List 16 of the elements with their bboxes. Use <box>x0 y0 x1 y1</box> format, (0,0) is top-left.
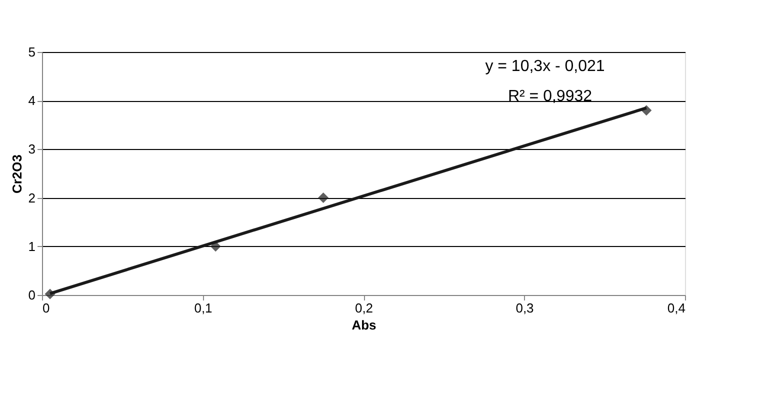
x-tick-label: 0,3 <box>516 300 534 316</box>
x-tick-label: 0,2 <box>354 300 374 316</box>
x-tick-label: 0,1 <box>194 300 212 316</box>
y-tick-label: 5 <box>28 44 36 60</box>
y-tick-label: 0 <box>28 288 36 302</box>
y-tick-label: 4 <box>28 93 36 108</box>
x-tick-label: 0 <box>42 300 50 316</box>
x-axis-title: Abs <box>352 318 376 332</box>
annotation: y = 10,3x - 0,021 <box>485 58 605 75</box>
y-axis-title: Cr2O3 <box>9 154 24 194</box>
annotation: R² = 0,9932 <box>508 88 592 105</box>
point <box>318 192 329 204</box>
y-tick-label: 1 <box>28 238 36 254</box>
x-tick-label: 0,4 <box>667 300 686 316</box>
y-tick-label: 3 <box>28 142 36 157</box>
y-tick-label: 2 <box>28 190 36 206</box>
